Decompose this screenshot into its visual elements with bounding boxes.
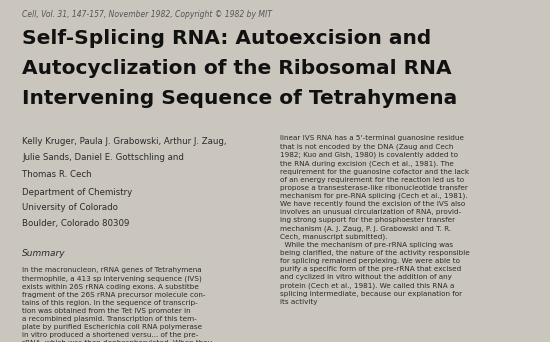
Text: University of Colorado: University of Colorado — [22, 203, 118, 212]
Text: Department of Chemistry: Department of Chemistry — [22, 188, 132, 197]
Text: Summary: Summary — [22, 249, 65, 258]
Text: Autocyclization of the Ribosomal RNA: Autocyclization of the Ribosomal RNA — [22, 59, 452, 78]
Text: In the macronucleon, rRNA genes of Tetrahymena
thermophile, a 413 sp intervening: In the macronucleon, rRNA genes of Tetra… — [22, 267, 215, 342]
Text: Self-Splicing RNA: Autoexcision and: Self-Splicing RNA: Autoexcision and — [22, 29, 431, 48]
Text: Julie Sands, Daniel E. Gottschling and: Julie Sands, Daniel E. Gottschling and — [22, 153, 184, 162]
Text: Cell, Vol. 31, 147-157, November 1982, Copyright © 1982 by MIT: Cell, Vol. 31, 147-157, November 1982, C… — [22, 10, 272, 18]
Text: linear IVS RNA has a 5'-terminal guanosine residue
that is not encoded by the DN: linear IVS RNA has a 5'-terminal guanosi… — [280, 135, 470, 305]
Text: Intervening Sequence of Tetrahymena: Intervening Sequence of Tetrahymena — [22, 89, 457, 108]
Text: Kelly Kruger, Paula J. Grabowski, Arthur J. Zaug,: Kelly Kruger, Paula J. Grabowski, Arthur… — [22, 137, 227, 146]
Text: Thomas R. Cech: Thomas R. Cech — [22, 170, 92, 179]
Text: Boulder, Colorado 80309: Boulder, Colorado 80309 — [22, 219, 129, 228]
